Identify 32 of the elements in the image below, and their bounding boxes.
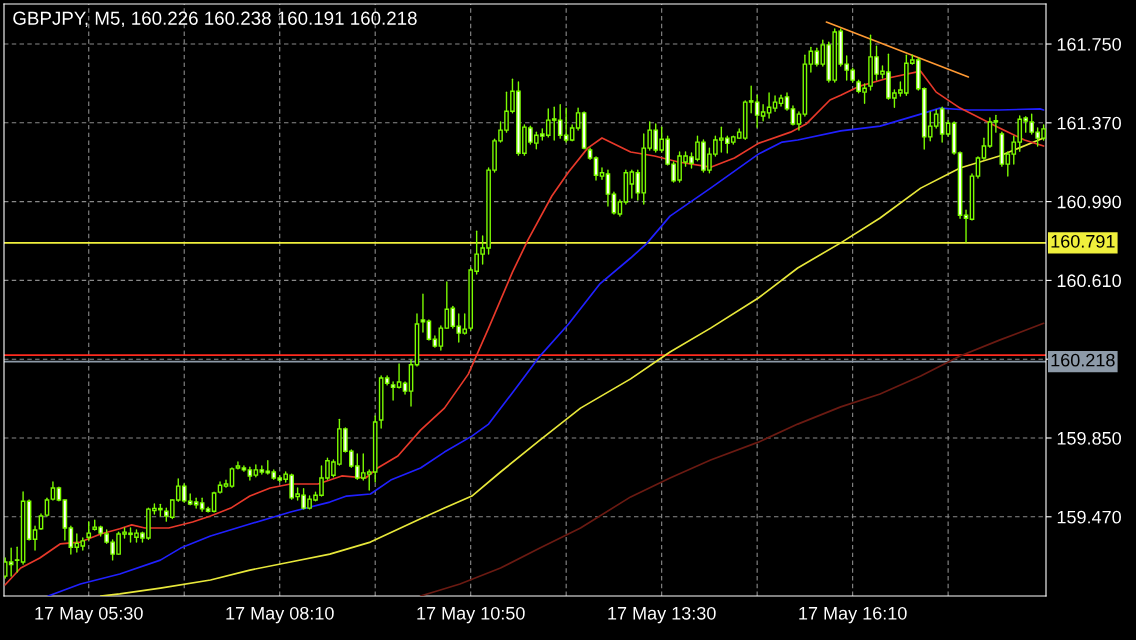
candlestick <box>14 546 20 573</box>
chart-title: GBPJPY, M5, 160.226 160.238 160.191 160.218 <box>13 11 417 28</box>
x-tick-label: 17 May 08:10 <box>226 606 334 624</box>
ref-line-label: 160.218 <box>1051 353 1115 367</box>
candlestick <box>766 92 772 119</box>
y-tick-label: 159.850 <box>1057 431 1121 445</box>
candlestick <box>50 481 56 501</box>
candlestick <box>796 111 802 131</box>
candlestick <box>599 167 605 180</box>
y-tick-label: 160.990 <box>1057 195 1121 209</box>
candlestick <box>981 137 987 161</box>
candlestick <box>396 363 402 389</box>
candlestick <box>8 547 14 577</box>
x-tick-label: 17 May 10:50 <box>417 606 525 624</box>
x-tick-label: 17 May 13:30 <box>608 606 716 624</box>
candlestick <box>760 104 766 122</box>
x-tick-label: 17 May 05:30 <box>35 606 143 624</box>
candlestick <box>993 114 999 133</box>
candlestick <box>790 105 796 126</box>
candlestick <box>975 156 981 179</box>
candlestick <box>420 293 426 333</box>
y-tick-label: 159.470 <box>1057 510 1121 524</box>
y-tick-label: 161.370 <box>1057 116 1121 130</box>
x-tick-label: 17 May 16:10 <box>799 606 907 624</box>
candlestick <box>575 107 581 131</box>
candlestick <box>390 381 396 401</box>
y-tick-label: 161.750 <box>1057 37 1121 51</box>
y-tick-label: 160.610 <box>1057 274 1121 288</box>
ref-line-label: 160.791 <box>1051 234 1115 248</box>
candlestick <box>611 191 617 215</box>
candlestick <box>32 525 38 551</box>
candlestick <box>86 521 92 541</box>
